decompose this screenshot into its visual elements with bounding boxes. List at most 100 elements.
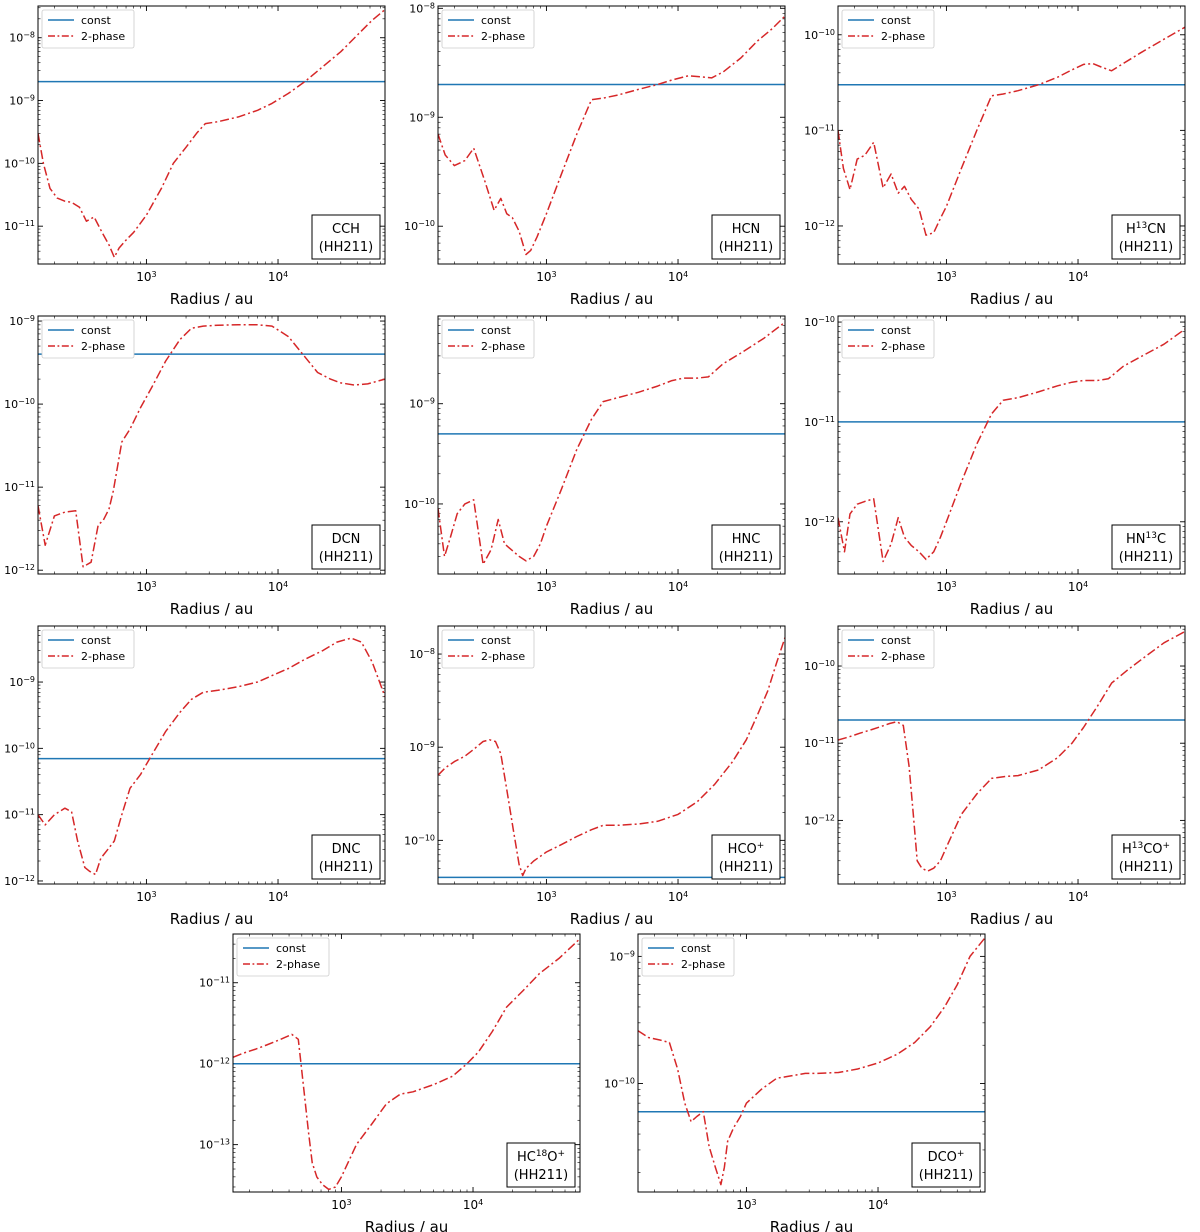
y-tick-label: 10−8: [9, 30, 35, 45]
legend-label: 2-phase: [481, 340, 525, 353]
species-label-line: (HH211): [319, 240, 374, 255]
y-tick-label: 10−10: [804, 27, 835, 42]
legend: const 2-phase: [441, 9, 535, 49]
species-label: HNC (HH211): [711, 524, 781, 570]
y-tick-label: 10−12: [804, 218, 835, 233]
y-tick-label: 10−9: [9, 314, 35, 329]
species-label-line-part: (HH211): [319, 240, 374, 255]
y-tick-exponent: −12: [213, 1056, 230, 1065]
species-label-line-part: (HH211): [719, 860, 774, 875]
species-label-line-part: O: [547, 1150, 557, 1165]
species-label-line-part: H: [1122, 842, 1132, 857]
x-tick-base: 10: [668, 890, 683, 904]
legend-label: const: [881, 634, 911, 647]
legend: const 2-phase: [841, 319, 935, 359]
y-tick-exponent: −9: [423, 740, 435, 749]
x-tick-exponent: 3: [152, 270, 157, 279]
species-label: HCN (HH211): [711, 214, 781, 260]
species-label-line: HCO+: [728, 841, 765, 857]
series-line-2-phase: [838, 630, 1185, 872]
series-line-2-phase: [38, 9, 385, 259]
x-tick-label: 104: [268, 890, 288, 905]
y-tick-label: 10−10: [4, 397, 35, 412]
y-tick-exponent: −8: [23, 30, 35, 39]
species-label-line: (HH211): [1119, 240, 1174, 255]
species-label-line-part: (HH211): [514, 1168, 569, 1183]
y-tick-label: 10−12: [4, 563, 35, 578]
x-tick-base: 10: [268, 580, 283, 594]
x-axis-label: Radius / au: [170, 290, 254, 308]
y-tick-exponent: −12: [818, 813, 835, 822]
y-tick-base: 10: [4, 875, 18, 888]
y-tick-label: 10−9: [409, 396, 435, 411]
species-label-line-part: 13: [1145, 531, 1156, 541]
species-label-line: (HH211): [919, 1168, 974, 1183]
species-label-box: [1111, 524, 1181, 570]
legend: const 2-phase: [441, 319, 535, 359]
species-label-box: [711, 834, 781, 880]
species-label-line-part: (HH211): [919, 1168, 974, 1183]
x-tick-label: 103: [136, 890, 156, 905]
x-axis-label: Radius / au: [570, 910, 654, 928]
species-label-line-part: DCO: [928, 1150, 957, 1165]
legend: const 2-phase: [41, 629, 135, 669]
y-tick-exponent: −9: [23, 675, 35, 684]
legend-label: const: [881, 324, 911, 337]
y-tick-base: 10: [409, 741, 423, 754]
legend-label: 2-phase: [81, 650, 125, 663]
species-label: HC18O+ (HH211): [506, 1142, 576, 1188]
species-label-box: [1111, 214, 1181, 260]
y-tick-base: 10: [9, 32, 23, 45]
species-label-line-part: 13: [1132, 841, 1143, 851]
x-tick-base: 10: [1068, 270, 1083, 284]
species-label-line: H13CN: [1126, 221, 1166, 237]
species-label-line-part: HNC: [732, 532, 761, 547]
y-tick-label: 10−9: [409, 740, 435, 755]
species-label-line: (HH211): [319, 860, 374, 875]
x-axis-label: Radius / au: [365, 1218, 449, 1232]
x-tick-base: 10: [536, 580, 551, 594]
y-tick-base: 10: [804, 416, 818, 429]
y-tick-exponent: −11: [818, 414, 835, 423]
legend: const 2-phase: [841, 9, 935, 49]
species-label-line: DNC: [332, 842, 361, 857]
y-tick-exponent: −9: [23, 93, 35, 102]
x-tick-exponent: 4: [283, 890, 288, 899]
x-tick-label: 103: [936, 270, 956, 285]
species-label-line: HN13C: [1126, 531, 1166, 547]
x-tick-exponent: 3: [152, 890, 157, 899]
x-tick-label: 104: [668, 580, 688, 595]
y-tick-exponent: −8: [423, 647, 435, 656]
y-tick-exponent: −9: [423, 396, 435, 405]
x-tick-base: 10: [868, 1198, 883, 1212]
x-axis-label: Radius / au: [970, 290, 1054, 308]
x-tick-base: 10: [1068, 580, 1083, 594]
legend: const 2-phase: [41, 9, 135, 49]
species-label-line-part: HCO: [728, 842, 757, 857]
y-tick-label: 10−11: [4, 480, 35, 495]
series-line-2-phase: [38, 637, 385, 876]
axes-frame: [837, 625, 1186, 885]
legend-label: 2-phase: [881, 650, 925, 663]
x-tick-label: 103: [536, 270, 556, 285]
x-tick-base: 10: [136, 270, 151, 284]
legend-label: 2-phase: [81, 30, 125, 43]
y-tick-base: 10: [9, 315, 23, 328]
species-label: H13CN (HH211): [1111, 214, 1181, 260]
x-tick-label: 103: [736, 1198, 756, 1213]
species-label-line-part: 13: [1136, 221, 1147, 231]
x-tick-exponent: 4: [883, 1198, 888, 1207]
y-tick-label: 10−10: [604, 1076, 635, 1091]
axes-frame: [837, 315, 1186, 575]
x-axis-label: Radius / au: [170, 910, 254, 928]
x-axis-label: Radius / au: [570, 600, 654, 618]
series-line-2-phase: [438, 15, 785, 256]
y-tick-exponent: −12: [818, 218, 835, 227]
y-tick-label: 10−12: [804, 813, 835, 828]
species-label: CCH (HH211): [311, 214, 381, 260]
species-label-line: (HH211): [1119, 860, 1174, 875]
series-line-2-phase: [438, 637, 785, 877]
